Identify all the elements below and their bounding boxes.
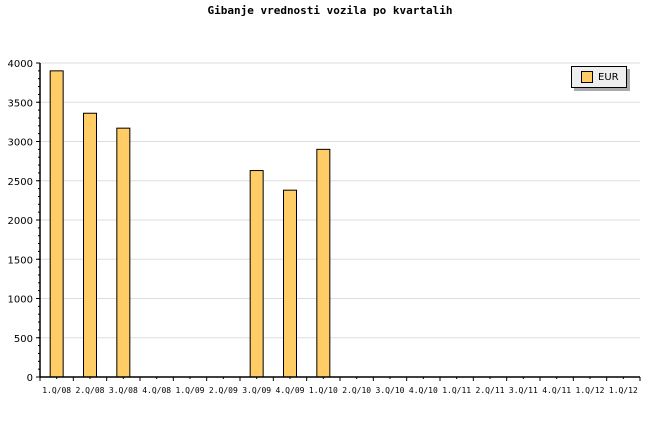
x-tick-label: 4.Q/10: [409, 386, 438, 395]
legend-swatch: [581, 71, 593, 83]
x-tick-label: 3.Q/11: [509, 386, 538, 395]
x-tick-label: 1.Q/11: [442, 386, 471, 395]
bar: [83, 112, 97, 378]
x-tick-label: 2.Q/08: [76, 386, 105, 395]
bar: [283, 189, 297, 378]
x-tick-label: 3.Q/08: [109, 386, 138, 395]
x-tick-label: 1.Q/12: [576, 386, 605, 395]
y-tick-label: 4000: [8, 59, 33, 70]
bar: [249, 170, 264, 378]
x-tick-label: 4.Q/08: [142, 386, 171, 395]
x-tick-label: 1.Q/09: [176, 386, 205, 395]
x-tick-label: 1.Q/12: [609, 386, 638, 395]
legend: EUR: [571, 66, 627, 88]
y-tick-label: 0: [27, 373, 33, 384]
x-tick-label: 3.Q/09: [242, 386, 271, 395]
x-tick-label: 1.Q/10: [309, 386, 338, 395]
x-tick-label: 4.Q/11: [542, 386, 571, 395]
y-tick-label: 3500: [8, 98, 33, 109]
y-tick-label: 2000: [8, 216, 33, 227]
bar: [316, 148, 331, 378]
x-tick-label: 1.Q/08: [42, 386, 71, 395]
bar: [116, 127, 131, 378]
y-tick-label: 1500: [8, 255, 33, 266]
x-tick-label: 3.Q/10: [376, 386, 405, 395]
y-tick-label: 1000: [8, 295, 33, 306]
legend-label: EUR: [598, 71, 619, 83]
y-tick-label: 2500: [8, 177, 33, 188]
x-tick-label: 2.Q/11: [476, 386, 505, 395]
y-tick-label: 3000: [8, 138, 33, 149]
x-tick-label: 2.Q/09: [209, 386, 238, 395]
bar: [49, 70, 64, 378]
x-tick-label: 4.Q/09: [276, 386, 305, 395]
chart-title: Gibanje vrednosti vozila po kvartalih: [207, 4, 453, 17]
y-tick-label: 500: [14, 334, 33, 345]
x-tick-label: 2.Q/10: [342, 386, 371, 395]
